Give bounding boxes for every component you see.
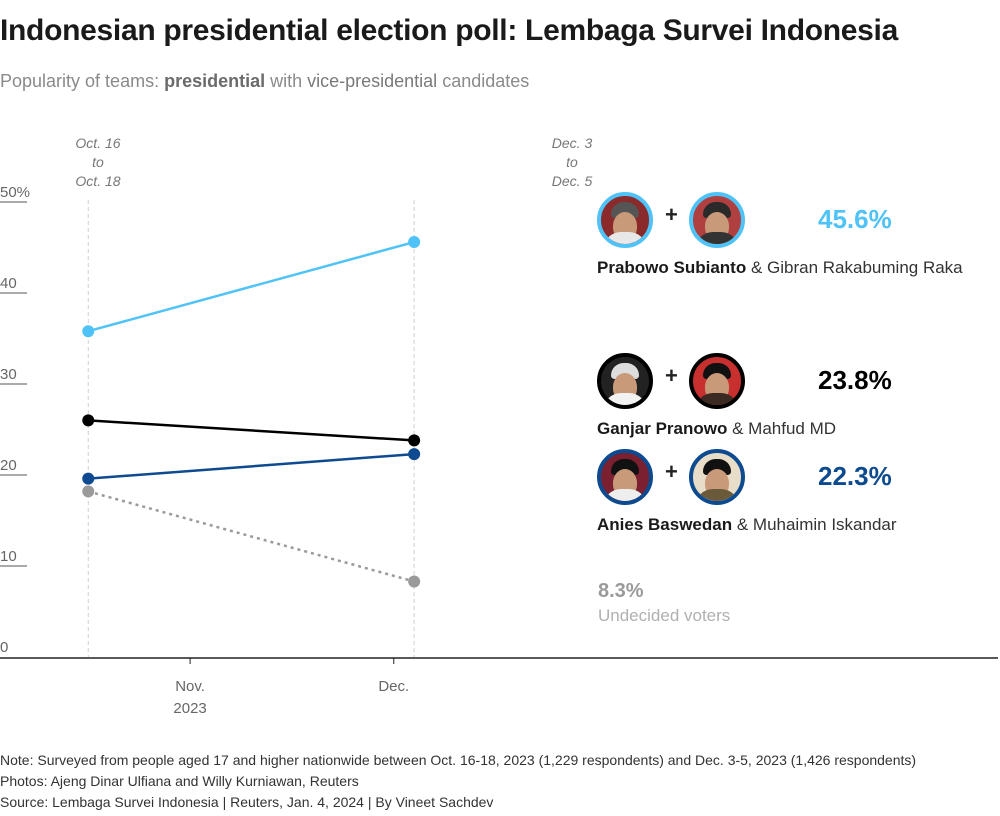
chart-subtitle: Popularity of teams: presidential with v… [0,71,529,92]
avatar-gibran [689,192,745,248]
x-axis: Nov. 2023 Dec. [0,657,998,717]
team-names: Prabowo Subianto & Gibran Rakabuming Rak… [597,258,963,278]
x-tick-label: Nov. [175,678,205,695]
period-label-line: Oct. 18 [75,173,121,189]
footer-photos: Photos: Ajeng Dinar Ulfiana and Willy Ku… [0,773,359,789]
team-names: Anies Baswedan & Muhaimin Iskandar [597,515,897,535]
y-tick-label: 0 [0,639,8,656]
period-label-line: to [92,154,104,170]
team-percentage: 22.3% [818,461,892,491]
period-label-line: Oct. 16 [75,135,121,151]
vice-president-name: Muhaimin Iskandar [752,515,897,534]
name-connector: & [727,419,749,438]
footer: Note: Surveyed from people aged 17 and h… [0,750,916,813]
plus-icon: + [665,202,678,227]
avatar-anies [597,449,653,505]
period-label-dec: Dec. 3 to Dec. 5 [527,134,617,191]
body-shape [603,232,647,244]
undecided-percentage: 8.3% [598,580,644,602]
series-line [88,452,415,480]
period-label-line: Dec. 3 [551,135,593,151]
subtitle-suffix: candidates [437,71,530,91]
body-shape [695,232,739,244]
president-name: Ganjar Pranowo [597,419,728,438]
vice-president-name: Mahfud MD [748,419,837,438]
y-tick-label: 50% [0,184,30,201]
y-tick-label: 40 [0,275,17,292]
data-point [408,448,421,461]
chart-title: Indonesian presidential election poll: L… [0,14,898,47]
plus-icon: + [665,459,678,484]
team-names: Ganjar Pranowo & Mahfud MD [597,419,836,439]
body-shape [603,393,647,405]
subtitle-presidential: presidential [164,71,266,91]
series-line [88,419,415,442]
period-guides [87,200,415,657]
avatar-prabowo [597,192,653,248]
data-point [82,472,95,485]
vice-president-name: Gibran Rakabuming Raka [767,258,963,277]
y-tick-label: 20 [0,457,17,474]
footer-source: Source: Lembaga Survei Indonesia | Reute… [0,794,494,810]
president-name: Prabowo Subianto [597,258,747,277]
series-line [87,240,415,333]
president-name: Anies Baswedan [597,515,733,534]
y-axis: 0 10 20 30 40 50% [0,184,30,656]
y-tick-label: 10 [0,548,17,565]
period-label-line: Dec. 5 [551,173,593,189]
body-shape [603,489,647,501]
x-tick-label: Dec. [378,678,409,695]
data-point [82,325,95,338]
y-tick-label: 30 [0,366,17,383]
footer-note: Note: Surveyed from people aged 17 and h… [0,752,917,768]
subtitle-vice-presidential: vice-presidential [307,71,438,91]
subtitle-prefix: Popularity of teams: [0,71,165,91]
data-point [82,414,95,427]
subtitle-middle: with [265,71,308,91]
data-point [408,575,421,588]
line-chart: 0 10 20 30 40 50% Nov. 2023 Dec. [0,184,998,717]
body-shape [695,393,739,405]
avatar-ganjar [597,353,653,409]
period-label-oct: Oct. 16 to Oct. 18 [53,134,143,191]
plus-icon: + [665,363,678,388]
team-percentage: 45.6% [818,204,892,234]
avatar-muhaimin [689,449,745,505]
team-percentage: 23.8% [818,365,892,395]
series-group [82,236,421,588]
series-line [87,490,415,583]
x-tick-sublabel: 2023 [173,700,206,717]
name-connector: & [746,258,768,277]
avatar-mahfud [689,353,745,409]
data-point [408,236,421,249]
body-shape [695,489,739,501]
data-point [408,434,421,447]
undecided-label: Undecided voters [598,606,731,625]
data-point [82,485,95,498]
period-label-line: to [566,154,578,170]
name-connector: & [732,515,753,534]
